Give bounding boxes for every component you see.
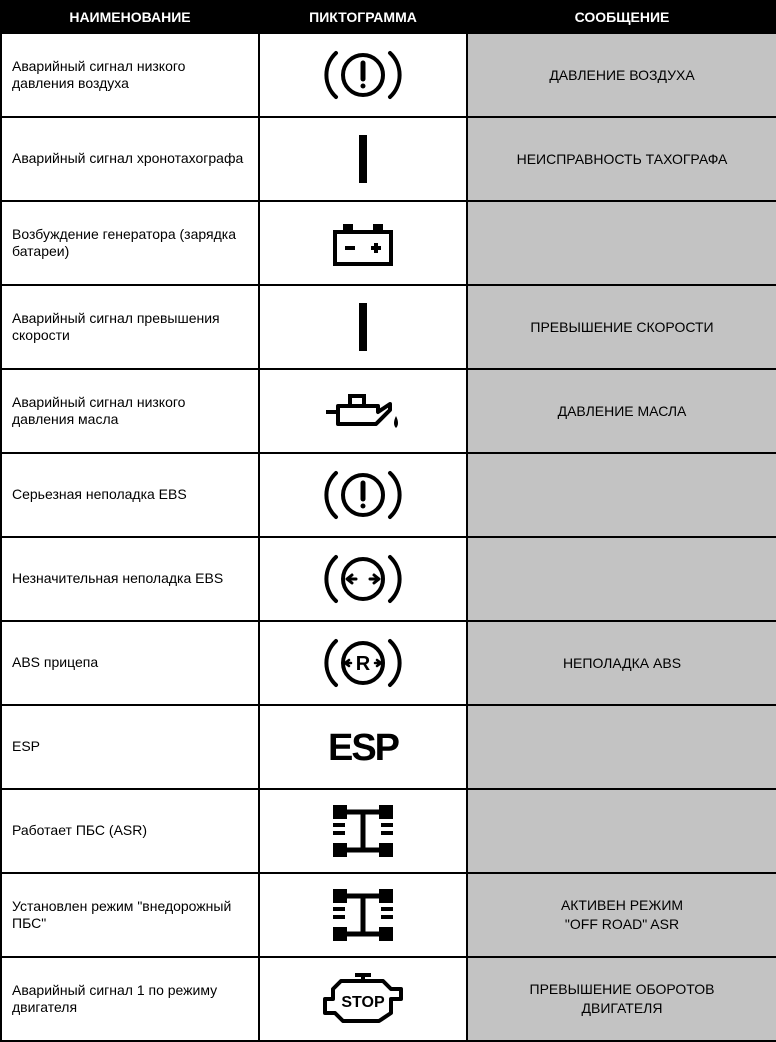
- svg-text:R: R: [356, 653, 371, 675]
- name-cell: Возбуждение генератора (зарядка батареи): [1, 201, 259, 285]
- name-cell: Работает ПБС (ASR): [1, 789, 259, 873]
- name-cell: Аварийный сигнал 1 по режиму двигателя: [1, 957, 259, 1041]
- message-cell: [467, 537, 776, 621]
- message-cell: [467, 789, 776, 873]
- message-cell: [467, 201, 776, 285]
- brake-r-icon: R: [259, 621, 467, 705]
- header-msg: СООБЩЕНИЕ: [467, 1, 776, 33]
- name-cell: Аварийный сигнал низкого давления масла: [1, 369, 259, 453]
- brake-exclaim-icon: [259, 453, 467, 537]
- name-cell: Незначительная неполадка EBS: [1, 537, 259, 621]
- engine-stop-icon: STOP: [259, 957, 467, 1041]
- table-row: ESP ESP: [1, 705, 776, 789]
- message-cell: ДАВЛЕНИЕ МАСЛА: [467, 369, 776, 453]
- svg-text:STOP: STOP: [341, 994, 385, 1011]
- name-cell: Аварийный сигнал хронотахографа: [1, 117, 259, 201]
- brake-arrows-icon: [259, 537, 467, 621]
- name-cell: Аварийный сигнал низкого давления воздух…: [1, 33, 259, 117]
- table-row: Аварийный сигнал низкого давления воздух…: [1, 33, 776, 117]
- oil-can-icon: [259, 369, 467, 453]
- brake-exclaim-icon: [259, 33, 467, 117]
- svg-text:ESP: ESP: [328, 727, 400, 769]
- message-cell: АКТИВЕН РЕЖИМ"OFF ROAD" ASR: [467, 873, 776, 957]
- message-cell: ДАВЛЕНИЕ ВОЗДУХА: [467, 33, 776, 117]
- table-row: Аварийный сигнал 1 по режиму двигателя S…: [1, 957, 776, 1041]
- message-cell: НЕПОЛАДКА ABS: [467, 621, 776, 705]
- name-cell: Серьезная неполадка EBS: [1, 453, 259, 537]
- table-row: Незначительная неполадка EBS: [1, 537, 776, 621]
- header-picto: ПИКТОГРАММА: [259, 1, 467, 33]
- message-cell: ПРЕВЫШЕНИЕ ОБОРОТОВДВИГАТЕЛЯ: [467, 957, 776, 1041]
- name-cell: ESP: [1, 705, 259, 789]
- table-row: ABS прицепа R НЕПОЛАДКА ABS: [1, 621, 776, 705]
- header-row: НАИМЕНОВАНИЕ ПИКТОГРАММА СООБЩЕНИЕ: [1, 1, 776, 33]
- table-row: Возбуждение генератора (зарядка батареи): [1, 201, 776, 285]
- name-cell: ABS прицепа: [1, 621, 259, 705]
- table-row: Аварийный сигнал превышения скорости ПРЕ…: [1, 285, 776, 369]
- indicator-table: НАИМЕНОВАНИЕ ПИКТОГРАММА СООБЩЕНИЕ Авари…: [0, 0, 776, 1042]
- table-row: Установлен режим "внедорожный ПБС" АКТИВ…: [1, 873, 776, 957]
- vertical-bar-icon: [259, 117, 467, 201]
- asr-axles-icon: [259, 789, 467, 873]
- name-cell: Аварийный сигнал превышения скорости: [1, 285, 259, 369]
- message-cell: НЕИСПРАВНОСТЬ ТАХОГРАФА: [467, 117, 776, 201]
- name-cell: Установлен режим "внедорожный ПБС": [1, 873, 259, 957]
- esp-text-icon: ESP: [259, 705, 467, 789]
- message-cell: ПРЕВЫШЕНИЕ СКОРОСТИ: [467, 285, 776, 369]
- message-cell: [467, 453, 776, 537]
- message-cell: [467, 705, 776, 789]
- table-row: Работает ПБС (ASR): [1, 789, 776, 873]
- table-row: Аварийный сигнал хронотахографа НЕИСПРАВ…: [1, 117, 776, 201]
- table-row: Серьезная неполадка EBS: [1, 453, 776, 537]
- asr-axles-icon: [259, 873, 467, 957]
- table-row: Аварийный сигнал низкого давления масла …: [1, 369, 776, 453]
- battery-icon: [259, 201, 467, 285]
- header-name: НАИМЕНОВАНИЕ: [1, 1, 259, 33]
- vertical-bar-icon: [259, 285, 467, 369]
